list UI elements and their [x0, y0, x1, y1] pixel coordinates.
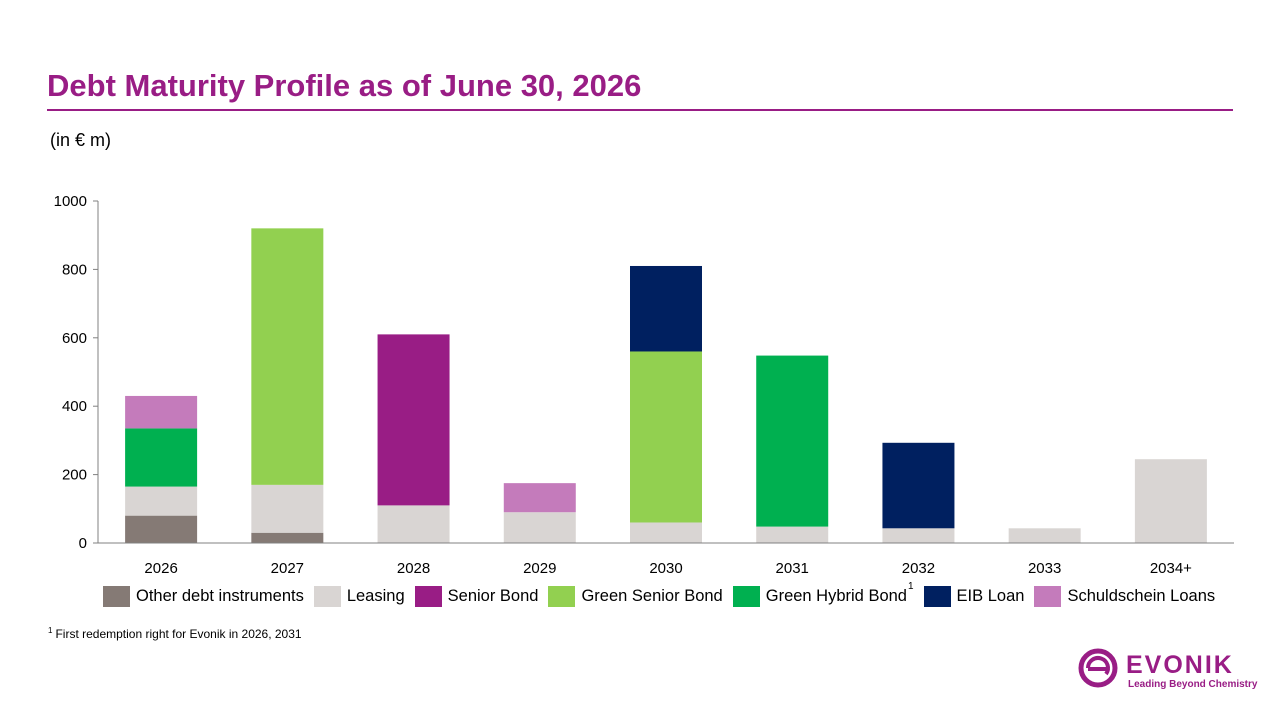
legend-swatch: [732, 585, 760, 607]
legend-item: Leasing: [313, 585, 405, 607]
x-tick-label: 2032: [902, 560, 935, 577]
legend-label: Schuldschein Loans: [1067, 586, 1216, 605]
y-tick-label: 0: [79, 535, 87, 552]
legend-swatch: [313, 585, 341, 607]
x-tick-label: 2027: [271, 560, 304, 577]
logo-wordmark: EVONIK: [1126, 651, 1234, 679]
bar-2030-series-1: [630, 522, 702, 543]
legend-item: Senior Bond: [414, 585, 539, 607]
footnote-marker: 1: [48, 626, 53, 635]
footnote-text: First redemption right for Evonik in 202…: [55, 627, 302, 641]
chart-legend: Other debt instruments Leasing Senior Bond…: [103, 581, 1225, 607]
legend-label: EIB Loan: [956, 586, 1025, 605]
legend-label: Green Hybrid Bond: [765, 586, 907, 605]
legend-item: Green Senior Bond: [548, 585, 723, 607]
x-tick-label: 2026: [144, 560, 177, 577]
page-title: Debt Maturity Profile as of June 30, 202…: [47, 68, 642, 103]
title-divider: [47, 109, 1233, 111]
legend-item: EIB Loan: [923, 585, 1025, 607]
legend-swatch: [103, 585, 130, 607]
legend-label: Other debt instruments: [136, 586, 304, 605]
logo-tagline: Leading Beyond Chemistry: [1128, 679, 1258, 690]
unit-label: (in € m): [50, 130, 112, 150]
x-tick-label: 2031: [776, 560, 809, 577]
legend-label: Senior Bond: [447, 586, 539, 605]
x-tick-label: 2028: [397, 560, 430, 577]
bar-2029-series-6: [503, 483, 576, 513]
bar-2029-series-1: [503, 512, 576, 543]
y-tick-label: 600: [62, 330, 87, 347]
bar-2030-series-3: [630, 351, 702, 523]
bar-2031-series-1: [756, 526, 829, 543]
bar-2033-series-1: [1008, 528, 1081, 543]
y-tick-label: 200: [62, 467, 87, 484]
bar-2026-series-6: [125, 395, 198, 429]
bar-2030-series-5: [630, 265, 702, 352]
evonik-logo-icon: [1078, 648, 1118, 688]
legend-swatch: [414, 585, 442, 607]
bar-2026-series-4: [125, 428, 198, 487]
bar-2026-series-1: [125, 486, 198, 516]
bar-2034+-series-1: [1134, 459, 1207, 543]
bar-2031-series-4: [756, 355, 829, 527]
x-tick-label: 2029: [523, 560, 556, 577]
bar-2032-series-5: [882, 442, 955, 529]
legend-item: Schuldschein Loans: [1034, 585, 1216, 607]
legend-swatch: [923, 585, 951, 607]
x-tick-label: 2030: [649, 560, 682, 577]
x-tick-label: 2033: [1028, 560, 1061, 577]
footnote: 1 First redemption right for Evonik in 20…: [48, 626, 302, 641]
y-tick-label: 1000: [54, 193, 87, 210]
legend-swatch: [1034, 585, 1062, 607]
bar-2032-series-1: [882, 528, 955, 543]
evonik-logo: EVONIK Leading Beyond Chemistry: [1078, 648, 1257, 693]
debt-maturity-chart: 2026 2027 2028 2029 2030 2031 2032 2033 2034+ 0 20…: [54, 193, 1234, 577]
y-tick-label: 400: [62, 398, 87, 415]
legend-item: Other debt instruments: [103, 585, 304, 607]
y-tick-label: 800: [62, 261, 87, 278]
legend-footnote-marker: 1: [907, 580, 914, 592]
legend-item: Green Hybrid Bond 1: [732, 581, 914, 607]
legend-label: Green Senior Bond: [581, 586, 723, 605]
bar-2027-series-0: [251, 532, 324, 543]
bar-2028-series-1: [377, 505, 450, 543]
x-tick-label: 2034+: [1150, 560, 1192, 577]
bar-2028-series-2: [377, 334, 450, 506]
bar-2027-series-1: [251, 484, 324, 533]
bar-2026-series-0: [125, 515, 198, 543]
legend-label: Leasing: [346, 586, 405, 605]
legend-swatch: [548, 585, 576, 607]
bar-2027-series-3: [251, 228, 324, 485]
